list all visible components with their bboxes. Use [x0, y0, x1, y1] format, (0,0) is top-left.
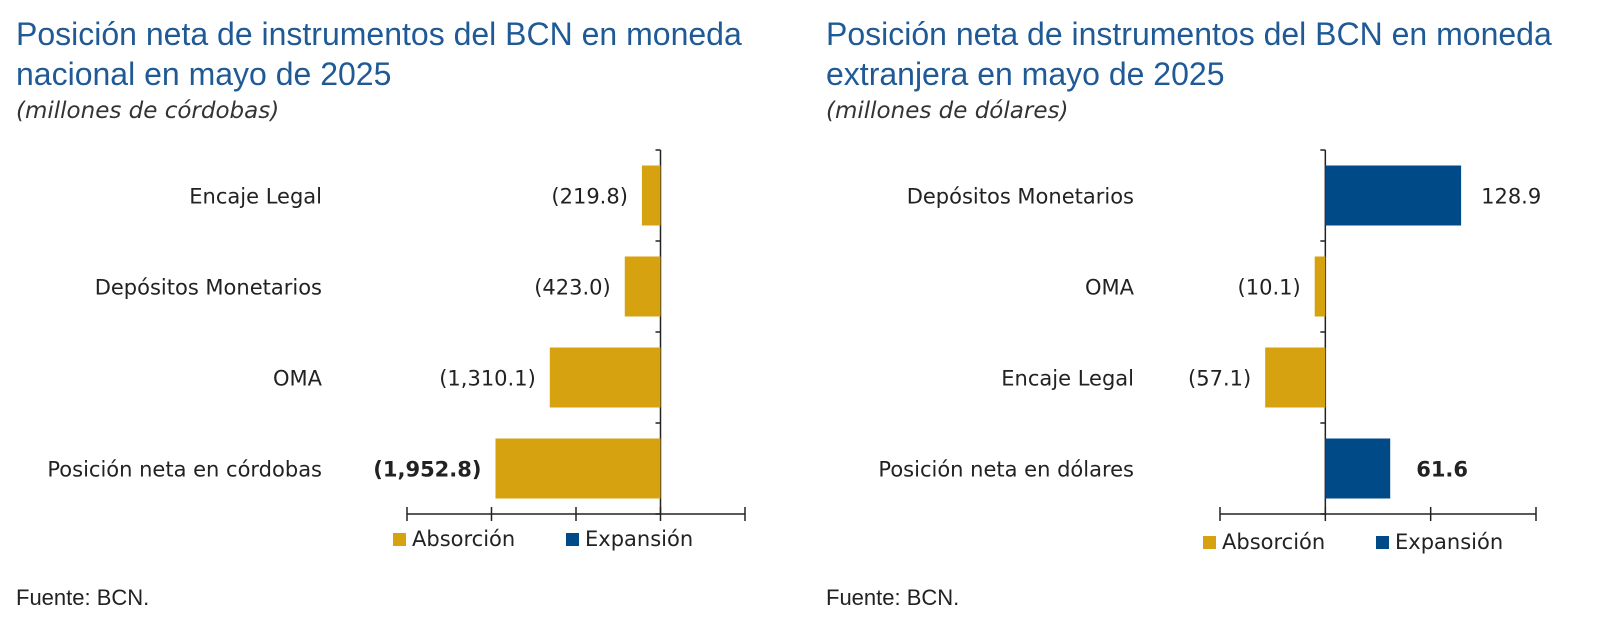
bar-chart-cordobas: Encaje Legal (219.8) Depósitos Monetarios (…: [47, 149, 746, 551]
bar: [1325, 165, 1462, 226]
category-label: Depósitos Monetarios: [95, 276, 322, 300]
legend-swatch-absorcion: [393, 533, 406, 546]
data-label: (1,310.1): [439, 367, 536, 391]
category-label: Depósitos Monetarios: [907, 185, 1134, 209]
category-label: OMA: [1085, 276, 1135, 300]
data-label: (10.1): [1238, 276, 1301, 300]
legend-label-expansion: Expansión: [1395, 530, 1503, 554]
chart-panel-cordobas: Posición neta de instrumentos del BCN en…: [0, 0, 780, 637]
bar: [624, 256, 661, 317]
bar: [1265, 347, 1326, 408]
bar: [1314, 256, 1326, 317]
source-note: Fuente: BCN.: [826, 585, 960, 610]
data-label: (57.1): [1188, 367, 1251, 391]
chart-panel-dolares: Posición neta de instrumentos del BCN en…: [810, 0, 1590, 637]
source-note: Fuente: BCN.: [16, 585, 150, 610]
legend-swatch-expansion: [1376, 536, 1389, 549]
chart-subtitle: (millones de dólares): [826, 98, 1069, 124]
chart-title: Posición neta de instrumentos del BCN en…: [826, 16, 1552, 92]
bar: [549, 347, 661, 408]
data-label: (219.8): [551, 185, 628, 209]
data-label: (1,952.8): [373, 458, 481, 482]
data-label: 128.9: [1481, 185, 1541, 209]
bar: [495, 438, 661, 499]
category-label: Posición neta en córdobas: [47, 458, 322, 482]
legend-label-expansion: Expansión: [585, 527, 693, 551]
legend-label-absorcion: Absorción: [1222, 530, 1325, 554]
legend-label-absorcion: Absorción: [412, 527, 515, 551]
chart-subtitle: (millones de córdobas): [16, 98, 280, 124]
chart-title: Posición neta de instrumentos del BCN en…: [16, 16, 742, 92]
bar-chart-dolares: Depósitos Monetarios 128.9 OMA (10.1) Encaje…: [878, 149, 1541, 554]
category-label: OMA: [273, 367, 323, 391]
data-label: (423.0): [534, 276, 611, 300]
bar: [641, 165, 661, 226]
category-label: Encaje Legal: [189, 185, 322, 209]
category-label: Encaje Legal: [1001, 367, 1134, 391]
legend-swatch-absorcion: [1203, 536, 1216, 549]
legend-swatch-expansion: [566, 533, 579, 546]
category-label: Posición neta en dólares: [878, 458, 1134, 482]
bar: [1325, 438, 1391, 499]
data-label: 61.6: [1416, 458, 1468, 482]
